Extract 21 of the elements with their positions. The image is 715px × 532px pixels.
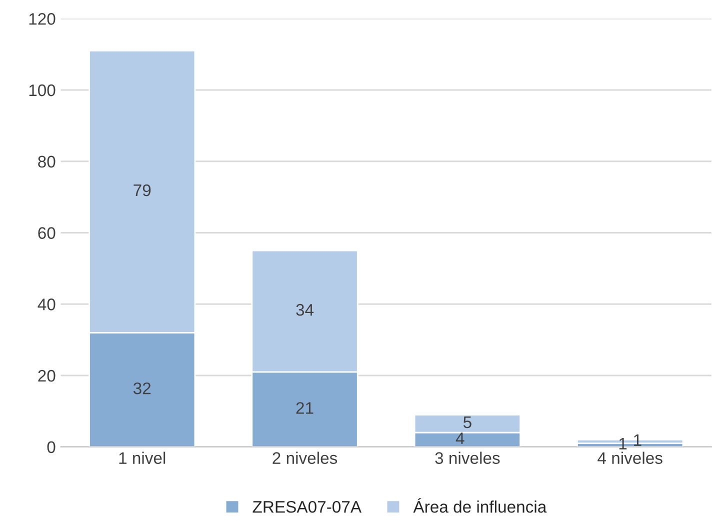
x-tick-label: 3 niveles (435, 452, 500, 464)
legend-label: ZRESA07-07A (252, 500, 362, 513)
data-label: 5 (463, 416, 472, 428)
y-tick-label: 60 (38, 227, 56, 239)
x-tick-label: 4 niveles (598, 452, 662, 464)
data-label: 1 (634, 434, 642, 446)
y-tick-label: 40 (38, 298, 56, 310)
data-label: 4 (456, 432, 464, 444)
x-tick-label: 1 nivel (119, 452, 166, 464)
legend-label: Área de influencia (413, 498, 547, 513)
data-label: 21 (296, 402, 314, 414)
data-label: 32 (133, 382, 151, 394)
data-label: 79 (134, 184, 151, 196)
y-tick-label: 0 (47, 441, 56, 454)
y-tick-label: 20 (38, 370, 56, 382)
data-label: 34 (296, 304, 314, 316)
y-tick-label: 120 (29, 13, 56, 25)
y-tick-label: 80 (38, 156, 56, 168)
y-tick-label: 100 (29, 84, 56, 96)
data-label: 1 (619, 438, 627, 450)
x-tick-label: 2 niveles (272, 452, 338, 464)
